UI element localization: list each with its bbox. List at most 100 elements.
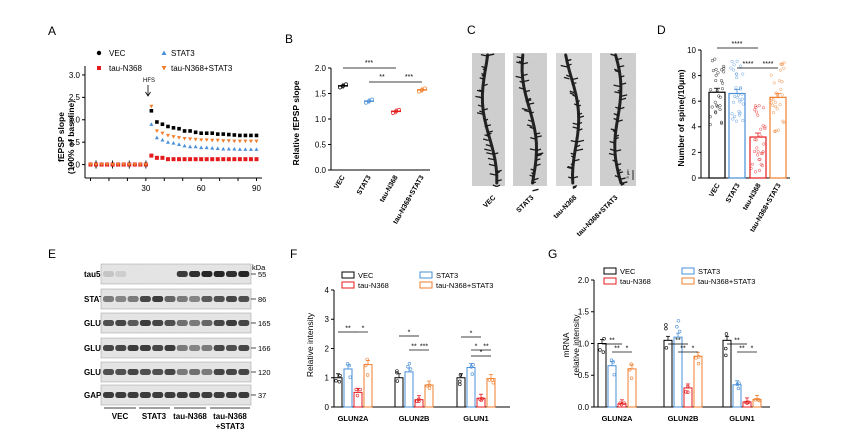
panel-g-bar	[627, 368, 637, 408]
dendrite-spine	[531, 172, 536, 175]
panel-d-point	[718, 107, 722, 112]
panel-g-x-label: GLUN2B	[668, 414, 699, 423]
panel-c: C VEC STAT3 tau-N368 tau-N368+STAT3 5 μm	[467, 23, 636, 238]
dendrite-spine	[521, 73, 528, 77]
legend-stat3-label: STAT3	[171, 49, 195, 58]
panel-d-point	[710, 105, 714, 109]
panel-d-point	[718, 104, 722, 108]
blot-band	[176, 392, 188, 398]
dendrite-spine	[516, 56, 523, 59]
panel-d-point	[739, 86, 743, 90]
dendrite-spine	[519, 80, 523, 84]
panel-f-legend-label: tau-N368+STAT3	[436, 281, 493, 290]
panel-d: D Number of spine(/10μm) 0 2 4 6 8 10 VEC STAT3…	[657, 23, 790, 233]
panel-f-point	[427, 386, 432, 390]
dendrite-spine	[567, 165, 574, 169]
panel-a-point-vec	[249, 133, 253, 138]
dendrite-spine	[522, 79, 530, 83]
panel-g-point	[677, 329, 682, 334]
panel-d-point	[762, 142, 766, 146]
dendrite-spine	[615, 113, 620, 117]
panel-b-point	[338, 85, 342, 90]
dendrite-spine	[525, 99, 532, 103]
dendrite-spine	[484, 118, 489, 122]
blot-band	[103, 369, 114, 375]
dendrite-spine	[486, 130, 493, 134]
panel-f-bar	[363, 364, 373, 408]
dendrite-spine	[481, 65, 487, 69]
dendrite-spine	[571, 82, 577, 85]
blot-band	[189, 271, 201, 277]
panel-a-point-tau	[171, 157, 176, 162]
kda-header: kDa	[252, 263, 266, 272]
blot-band	[238, 345, 250, 351]
legend-both-label: tau-N368+STAT3	[171, 64, 233, 73]
panel-g-y-tick-label: 1.0	[578, 339, 590, 348]
panel-d-point	[736, 93, 741, 97]
panel-d-point	[750, 162, 754, 166]
dendrite-spine	[572, 126, 579, 130]
panel-a: A VEC STAT3 tau-N368 tau-N368+STAT3 fEPS…	[48, 24, 262, 193]
blot-band	[226, 271, 237, 277]
panel-g-legend-swatch	[603, 267, 617, 275]
dendrite-spine	[495, 171, 501, 174]
panel-d-point	[756, 153, 760, 157]
panel-a-point-stat3	[154, 135, 159, 140]
panel-f-legend-label: tau-N368	[358, 281, 389, 290]
panel-f-legend-swatch	[419, 271, 433, 279]
panel-a-point-vec	[171, 126, 176, 130]
panel-d-point	[757, 168, 762, 173]
panel-f-bar	[343, 368, 353, 408]
dendrite-spine	[523, 89, 531, 93]
panel-d-sig: ****	[743, 61, 754, 68]
panel-f-ylabel: Relative intensity	[305, 312, 315, 377]
dendrite-spine	[572, 94, 577, 98]
panel-g-point	[724, 353, 728, 358]
panel-a-point-both	[199, 138, 204, 142]
panel-d-y-tick-label: 4	[692, 123, 697, 132]
panel-g-point	[686, 384, 690, 389]
panel-f-point	[408, 367, 413, 371]
panel-a-point-both	[149, 104, 154, 109]
dendrite-spine	[614, 174, 620, 178]
dendrite-spine	[516, 61, 523, 65]
dendrite-spine	[578, 121, 583, 125]
blot-grain	[101, 289, 251, 309]
blot-band	[103, 296, 114, 302]
legend-vec-label: VEC	[109, 49, 126, 58]
panel-g-sig: **	[734, 338, 740, 345]
blot-band	[226, 320, 237, 326]
panel-b-ylabel: Relative fEPSP slope	[291, 80, 301, 165]
blot-band	[176, 369, 188, 375]
dendrite-spine	[572, 186, 577, 189]
dendrite-spine	[567, 63, 572, 67]
panel-a-point-both	[154, 129, 159, 133]
dendrite-spine	[620, 94, 628, 97]
panel-d-point	[761, 151, 765, 155]
dendrite-spine	[613, 84, 621, 88]
lane-label-vec: VEC	[112, 412, 129, 421]
panel-a-point-both	[182, 136, 187, 141]
blot-band	[152, 392, 164, 398]
panel-a-point-stat3	[221, 146, 226, 151]
blot-band	[201, 320, 213, 326]
panel-d-point	[755, 146, 759, 150]
panel-a-point-both	[232, 139, 237, 144]
dendrite-spine	[619, 106, 625, 110]
blot-band	[201, 345, 213, 351]
panel-a-point-both	[127, 162, 132, 167]
panel-a-point-tau	[154, 155, 159, 160]
panel-g-point	[724, 346, 728, 351]
blot-band	[238, 369, 250, 375]
panel-g-bar	[663, 339, 673, 408]
dendrite-spine	[563, 76, 570, 80]
panel-a-point-stat3	[226, 146, 231, 151]
panel-f-sig: **	[345, 326, 351, 333]
dendrite-spine	[518, 87, 525, 90]
panel-a-point-both	[248, 139, 253, 144]
panel-b-y-tick-label: 0.0	[315, 166, 327, 175]
blot-band	[189, 345, 201, 351]
dendrite-spine	[530, 136, 536, 140]
panel-a-point-tau	[210, 157, 215, 162]
panel-g-point	[601, 350, 605, 354]
